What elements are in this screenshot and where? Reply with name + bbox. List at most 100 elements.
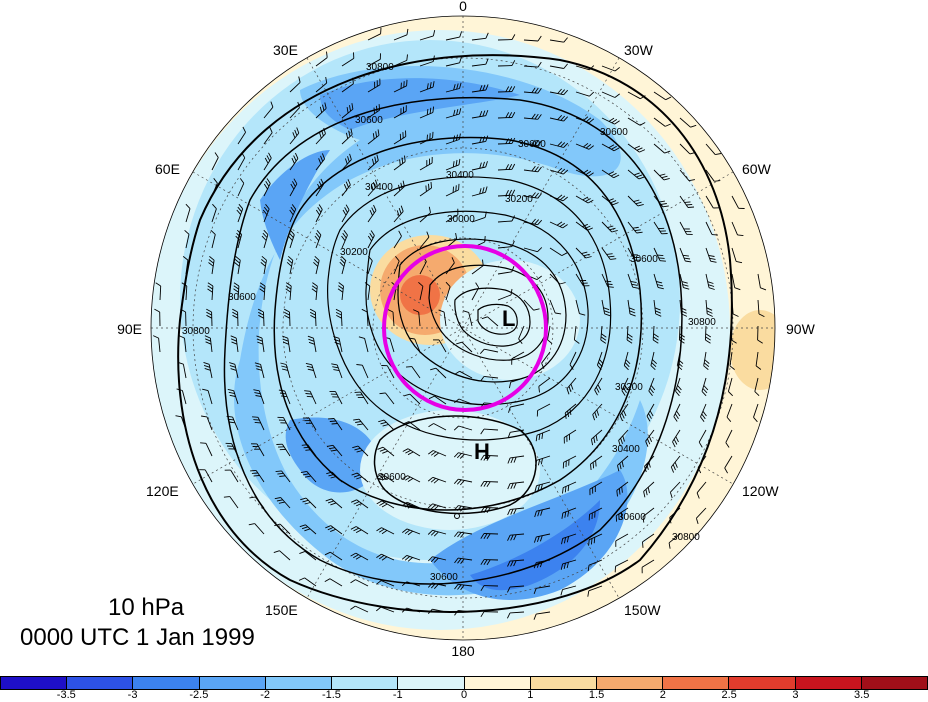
wind-barb: [419, 187, 432, 197]
wind-barb-flag: [314, 235, 320, 241]
wind-barb: [575, 169, 589, 177]
wind-barb: [676, 351, 681, 366]
wind-barb: [523, 39, 539, 42]
wind-barb: [497, 168, 513, 171]
wind-barb-flag: [178, 335, 185, 339]
wind-barb-flag: [398, 207, 402, 214]
wind-barb: [445, 88, 460, 93]
wind-barb: [419, 261, 427, 275]
wind-barb: [419, 236, 430, 249]
wind-barb-flag: [204, 367, 211, 371]
wind-barb: [757, 273, 761, 288]
wind-barb: [673, 403, 681, 417]
wind-barb-flag: [715, 153, 722, 156]
wind-barb: [458, 478, 473, 483]
wind-barb-flag: [278, 389, 285, 392]
wind-barb-flag: [651, 362, 657, 368]
wind-barb-flag: [510, 508, 514, 515]
wind-barb: [549, 221, 563, 229]
wind-barb: [641, 559, 655, 568]
wind-barb: [229, 496, 239, 509]
wind-barb-flag: [278, 501, 285, 504]
wind-barb-flag: [534, 192, 539, 198]
lon-label-180: 180: [451, 643, 475, 659]
wind-barb-flag: [613, 147, 620, 152]
wind-barb: [315, 183, 324, 197]
wind-barb-flag: [355, 421, 362, 423]
wind-barb: [549, 143, 564, 148]
wind-barb-flag: [285, 285, 292, 290]
wind-barb-flag: [430, 477, 436, 483]
wind-barb-flag: [690, 124, 697, 128]
colorbar-tick-label: 1: [527, 689, 534, 701]
wind-barb-flag: [279, 475, 286, 477]
wind-barb-flag: [459, 56, 462, 63]
wind-barb-flag: [619, 463, 622, 470]
wind-barb-flag: [531, 165, 536, 172]
wind-barb-flag: [592, 414, 596, 421]
wind-barb-flag: [242, 126, 247, 133]
wind-barb-flag: [235, 256, 241, 261]
wind-barb-flag: [600, 339, 607, 344]
wind-barb-flag: [379, 392, 386, 395]
wind-barb-flag: [355, 529, 362, 533]
wind-barb: [263, 157, 272, 171]
wind-barb: [705, 221, 713, 235]
wind-barb-flag: [249, 496, 256, 499]
wind-barb-flag: [621, 486, 623, 493]
wind-barb-flag: [405, 449, 411, 454]
wind-barb: [698, 429, 707, 443]
wind-barb: [523, 247, 538, 253]
wind-barb-flag: [264, 157, 269, 164]
wind-barb-flag: [608, 255, 615, 258]
wind-barb: [315, 133, 326, 145]
wind-barb-flag: [562, 196, 568, 202]
wind-barb: [588, 585, 603, 592]
wind-barb-flag: [454, 584, 459, 590]
wind-barb-flag: [607, 225, 614, 229]
wind-barb-flag: [587, 590, 590, 597]
wind-barb: [668, 533, 681, 544]
wind-barb-flag: [236, 232, 242, 238]
wind-barb-flag: [657, 286, 664, 290]
wind-barb-flag: [430, 181, 432, 189]
wind-barb: [648, 377, 655, 392]
wind-barb: [679, 299, 682, 314]
wind-barb: [562, 585, 577, 591]
wind-barb-flag: [672, 464, 676, 471]
wind-barb-flag: [760, 287, 767, 291]
wind-barb: [235, 338, 239, 353]
wind-barb: [483, 480, 499, 483]
wind-barb-flag: [661, 175, 668, 179]
wind-barb-flag: [714, 180, 721, 182]
wind-barb-flag: [430, 367, 437, 371]
wind-barb-flag: [485, 186, 488, 193]
wind-barb: [726, 403, 733, 418]
wind-barb-flag: [508, 189, 513, 196]
wind-barb-flag: [539, 561, 543, 568]
wind-barb-flag: [426, 83, 429, 90]
wind-barb: [185, 234, 190, 249]
wind-barb: [627, 143, 640, 153]
wind-barb: [367, 33, 381, 41]
wind-barb-flag: [618, 488, 621, 495]
wind-barb-flag: [584, 225, 591, 229]
wind-barb-flag: [676, 410, 681, 417]
wind-barb-flag: [566, 536, 570, 543]
wind-barb-flag: [632, 286, 639, 289]
wind-barb-flag: [239, 178, 245, 184]
wind-barb: [549, 169, 564, 175]
wind-barb-flag: [511, 163, 516, 170]
wind-barb-flag: [227, 388, 234, 392]
wind-barb-flag: [263, 229, 269, 235]
high-center-label: H: [474, 439, 490, 464]
wind-barb: [646, 403, 655, 417]
wind-barb-flag: [479, 136, 483, 143]
wind-barb: [461, 341, 473, 353]
wind-barb: [471, 216, 486, 223]
wind-barb-flag: [610, 172, 617, 177]
wind-barb-flag: [599, 359, 604, 365]
wind-barb-flag: [736, 260, 743, 264]
wind-barb: [679, 273, 684, 288]
wind-barb-flag: [350, 526, 357, 530]
